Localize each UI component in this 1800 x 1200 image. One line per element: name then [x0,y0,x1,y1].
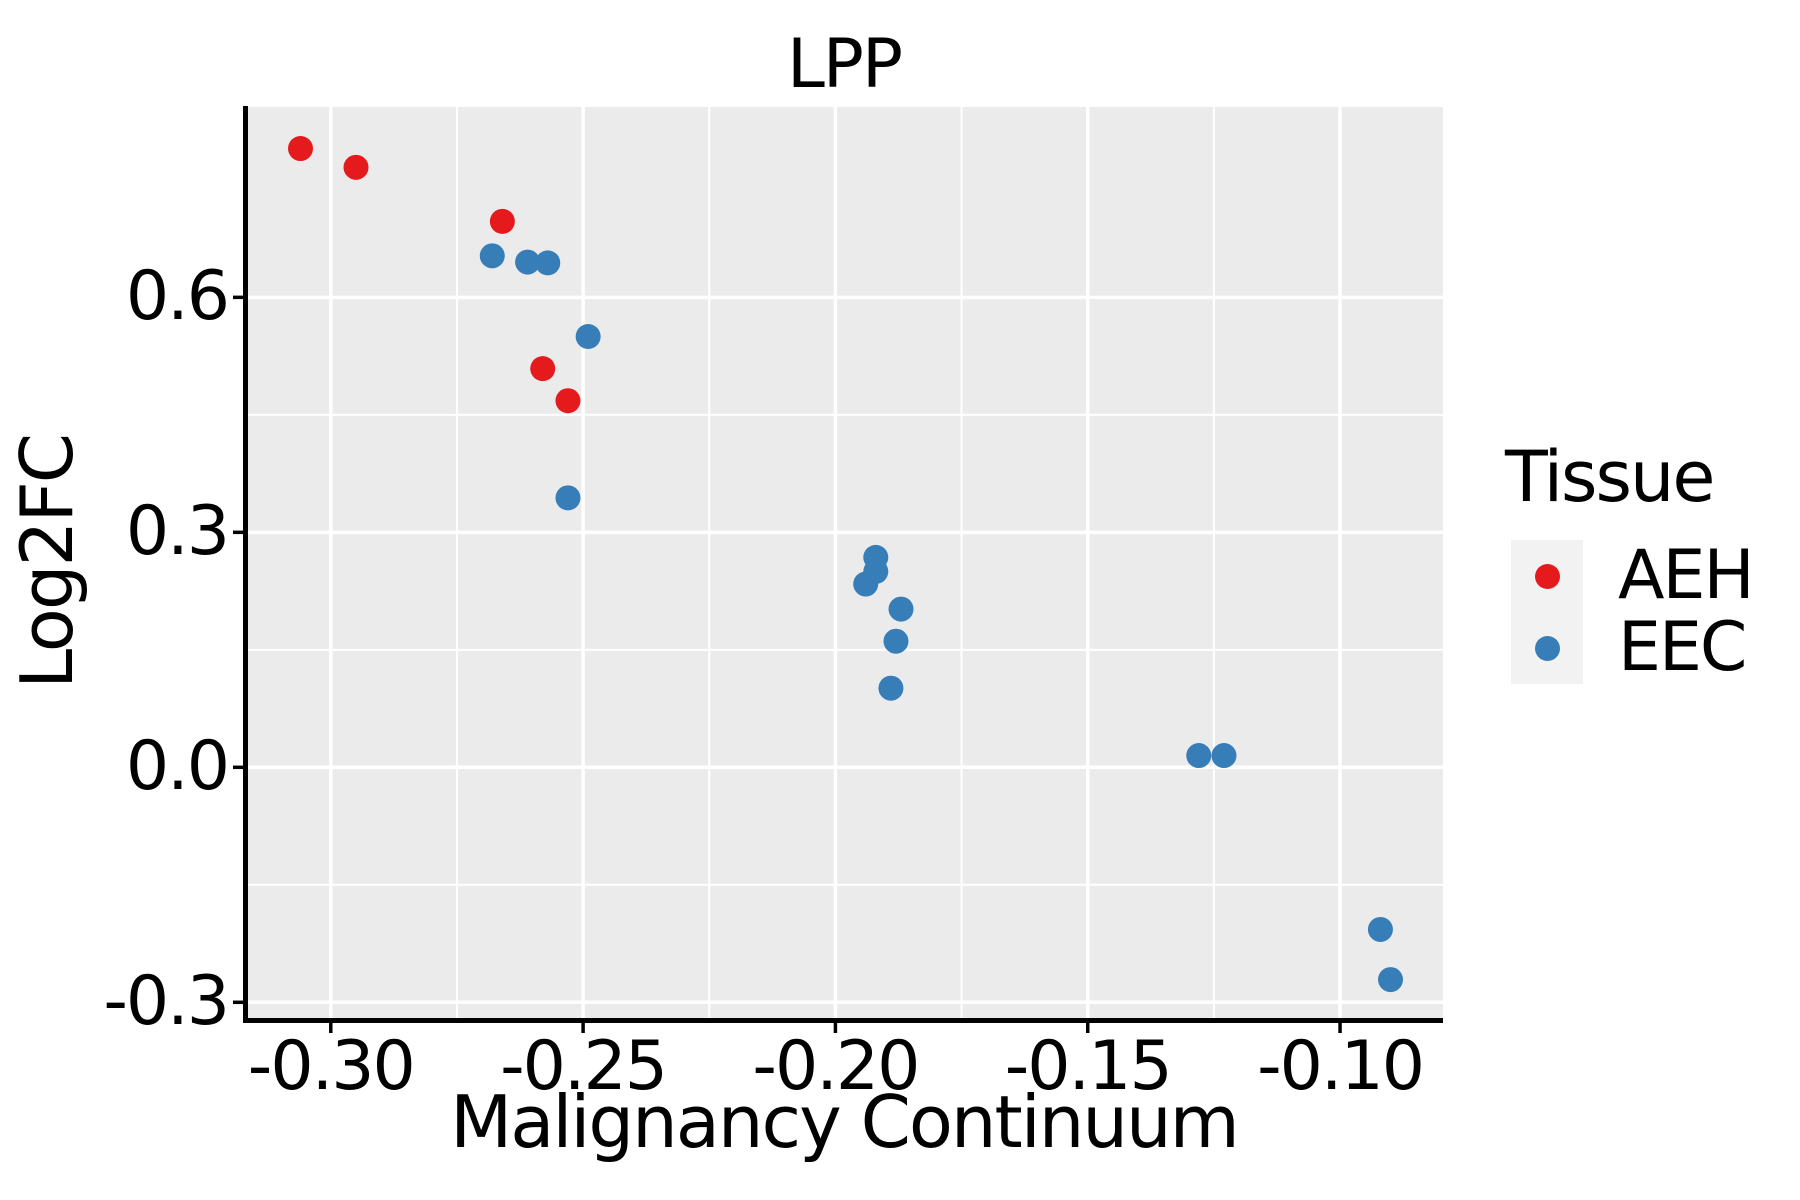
legend-label-aeh: AEH [1618,536,1755,615]
x-tick-label: -0.20 [752,1027,920,1106]
legend-item-aeh: AEH [1511,536,1755,615]
y-tick-label: 0.0 [125,727,230,807]
x-tick-label: -0.15 [1004,1027,1173,1106]
y-tick-label: 0.3 [125,492,230,572]
point-aeh [288,136,314,162]
point-eec [1367,916,1393,942]
point-eec [555,485,581,511]
point-eec [878,675,904,701]
point-eec [853,571,879,597]
x-tick-label: -0.25 [500,1027,668,1106]
y-tick-label: -0.3 [103,962,230,1042]
plot-title: LPP [787,25,903,104]
aeh-point-icon [1534,563,1560,589]
legend-key-eec [1511,612,1583,684]
point-eec [535,250,561,276]
point-eec [479,243,505,269]
point-eec [1211,743,1237,769]
legend-label-eec: EEC [1618,608,1747,687]
legend-title: Tissue [1505,436,1715,518]
x-axis-title: Malignancy Continuum [450,1080,1240,1164]
legend-key-aeh [1511,540,1583,612]
legend-item-eec: EEC [1511,608,1747,687]
y-tick-label: 0.6 [125,257,230,337]
point-eec [575,324,601,350]
point-eec [883,628,909,654]
x-tick-label: -0.10 [1257,1027,1425,1106]
point-eec [515,249,541,275]
point-eec [888,596,914,622]
point-aeh [489,208,515,234]
x-tick-label: -0.30 [247,1027,416,1106]
eec-point-icon [1534,635,1560,661]
legend: Tissue AEH EEC [1505,442,1795,742]
point-aeh [343,154,369,180]
point-aeh [555,388,581,414]
point-eec [1378,967,1404,993]
plot-panel [246,107,1443,1020]
y-axis-title: Log2FC [5,434,89,690]
point-aeh [530,356,556,382]
point-eec [1186,743,1212,769]
